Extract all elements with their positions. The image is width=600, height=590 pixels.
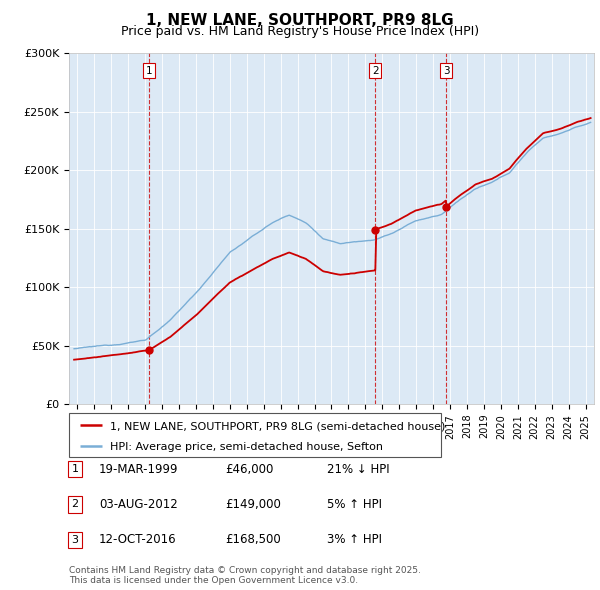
Text: 1: 1 (145, 65, 152, 76)
FancyBboxPatch shape (69, 413, 441, 457)
Text: 1, NEW LANE, SOUTHPORT, PR9 8LG: 1, NEW LANE, SOUTHPORT, PR9 8LG (146, 13, 454, 28)
Text: 03-AUG-2012: 03-AUG-2012 (99, 498, 178, 511)
Text: 5% ↑ HPI: 5% ↑ HPI (327, 498, 382, 511)
Text: 12-OCT-2016: 12-OCT-2016 (99, 533, 176, 546)
Text: £168,500: £168,500 (225, 533, 281, 546)
Text: 2: 2 (71, 500, 79, 509)
Text: HPI: Average price, semi-detached house, Sefton: HPI: Average price, semi-detached house,… (110, 442, 383, 452)
Text: 3: 3 (443, 65, 449, 76)
Text: Price paid vs. HM Land Registry's House Price Index (HPI): Price paid vs. HM Land Registry's House … (121, 25, 479, 38)
Text: 1: 1 (71, 464, 79, 474)
Text: 1, NEW LANE, SOUTHPORT, PR9 8LG (semi-detached house): 1, NEW LANE, SOUTHPORT, PR9 8LG (semi-de… (110, 421, 445, 431)
Text: 3: 3 (71, 535, 79, 545)
Text: 19-MAR-1999: 19-MAR-1999 (99, 463, 179, 476)
Text: 2: 2 (372, 65, 379, 76)
Text: 21% ↓ HPI: 21% ↓ HPI (327, 463, 389, 476)
Text: Contains HM Land Registry data © Crown copyright and database right 2025.
This d: Contains HM Land Registry data © Crown c… (69, 566, 421, 585)
Text: £46,000: £46,000 (225, 463, 274, 476)
Text: £149,000: £149,000 (225, 498, 281, 511)
Text: 3% ↑ HPI: 3% ↑ HPI (327, 533, 382, 546)
